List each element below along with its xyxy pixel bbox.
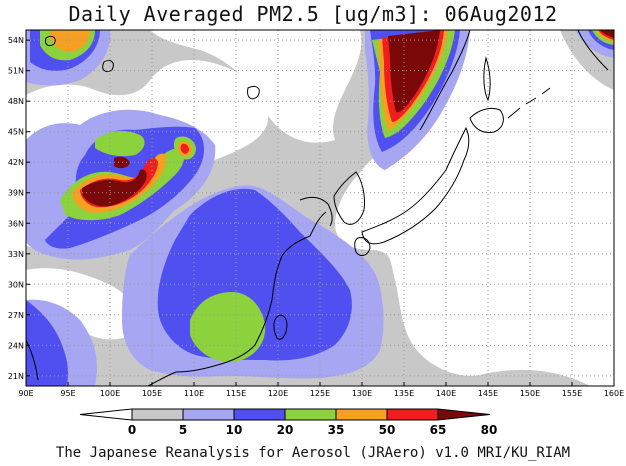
lon-tick-label: 120E <box>268 389 288 398</box>
sakhalin-coastline <box>483 56 491 102</box>
field-50-65-region <box>50 30 90 52</box>
coastlines <box>26 30 609 386</box>
colorbar-label: 50 <box>379 423 396 437</box>
colorbar-label: 65 <box>430 423 447 437</box>
field-80-plus-region <box>82 169 147 207</box>
lat-tick-label: 27N <box>8 311 24 320</box>
colorbar-label: 10 <box>226 423 243 437</box>
lat-tick-label: 33N <box>8 250 24 259</box>
bay-of-bengal-coastline <box>26 339 39 381</box>
lon-tick-label: 150E <box>520 389 540 398</box>
lon-tick-label: 130E <box>352 389 372 398</box>
colorbar-left-arrow <box>79 408 133 421</box>
kuril-islands <box>507 87 551 119</box>
lat-tick-label: 54N <box>8 36 24 45</box>
taiwan-coastline <box>273 314 288 340</box>
lat-tick-label: 42N <box>8 158 24 167</box>
lon-tick-label: 160E <box>604 389 624 398</box>
lat-tick-label: 21N <box>8 372 24 381</box>
japan-hokkaido-coastline <box>469 107 504 133</box>
colorbar-label: 5 <box>179 423 187 437</box>
colorbar-bin <box>284 408 337 421</box>
lon-tick-label: 155E <box>562 389 582 398</box>
lon-tick-label: 115E <box>226 389 246 398</box>
lat-tick-label: 45N <box>8 128 24 137</box>
lon-tick-label: 95E <box>60 389 75 398</box>
lon-tick-label: 110E <box>184 389 204 398</box>
longitude-tick-labels: 90E 95E 100E 105E 110E 115E 120E 125E 130E 135E 14… <box>18 382 624 398</box>
lon-tick-label: 135E <box>394 389 414 398</box>
colorbar-label: 20 <box>277 423 294 437</box>
lat-tick-label: 48N <box>8 97 24 106</box>
lat-tick-label: 51N <box>8 67 24 76</box>
colorbar-bin <box>335 408 388 421</box>
field-35-50-region <box>95 130 145 157</box>
lat-tick-label: 30N <box>8 280 24 289</box>
russia-coastline <box>419 30 471 131</box>
lake-baikal <box>247 85 260 100</box>
lon-tick-label: 90E <box>18 389 33 398</box>
lon-tick-label: 145E <box>478 389 498 398</box>
credit-line: The Japanese Reanalysis for Aerosol (JRA… <box>55 445 571 461</box>
lat-tick-label: 36N <box>8 219 24 228</box>
colorbar-label: 35 <box>328 423 345 437</box>
latitude-tick-labels: 21N 24N 27N 30N 33N 36N 39N 42N 45N 48N 51N 54N <box>8 36 30 381</box>
lon-tick-label: 140E <box>436 389 456 398</box>
japan-kyushu-coastline <box>354 237 371 256</box>
inland-lake <box>45 35 56 47</box>
field-20-35-region <box>26 300 69 386</box>
bohai-coastline <box>299 196 333 227</box>
korea-coastline <box>333 171 365 225</box>
japan-honshu-coastline <box>361 126 470 245</box>
colorbar-label: 80 <box>481 423 498 437</box>
lon-tick-label: 125E <box>310 389 330 398</box>
colorbar-bin <box>233 408 286 421</box>
field-80-plus-region <box>600 30 614 38</box>
lat-tick-label: 39N <box>8 189 24 198</box>
lon-tick-label: 100E <box>100 389 120 398</box>
lat-tick-label: 24N <box>8 341 24 350</box>
lon-tick-label: 105E <box>142 389 162 398</box>
colorbar-label: 0 <box>128 423 136 437</box>
kamchatka-coastline <box>577 30 609 71</box>
map-gridlines <box>26 30 614 386</box>
colorbar-right-arrow <box>437 408 491 421</box>
field-white-region <box>335 30 614 386</box>
field-65-80-region <box>180 143 189 154</box>
map-title: Daily Averaged PM2.5 [ug/m3]: 06Aug2012 <box>68 2 558 26</box>
concentration-field <box>26 30 614 386</box>
china-coastline <box>175 211 327 373</box>
colorbar-bin <box>131 408 184 421</box>
indochina-coastline <box>147 371 177 386</box>
colorbar: 0 5 10 20 35 50 65 80 <box>79 408 498 437</box>
field-35-50-region <box>190 292 266 363</box>
colorbar-bin <box>386 408 439 421</box>
colorbar-bin <box>182 408 235 421</box>
inland-lake <box>102 59 114 73</box>
